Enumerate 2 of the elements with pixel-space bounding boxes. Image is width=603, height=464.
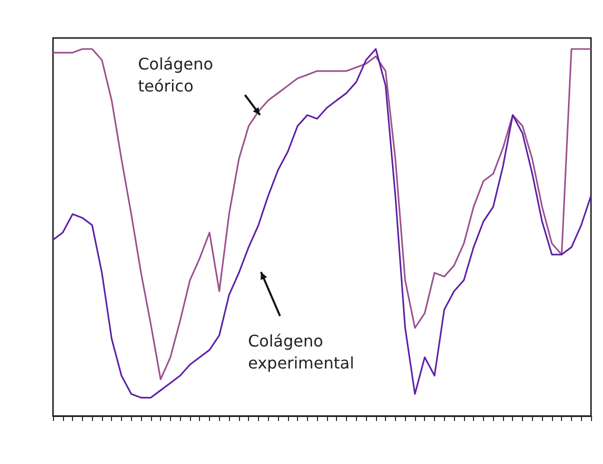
series-label: Colágeno teórico (138, 54, 218, 96)
series-label: Colágeno experimental (248, 332, 354, 372)
